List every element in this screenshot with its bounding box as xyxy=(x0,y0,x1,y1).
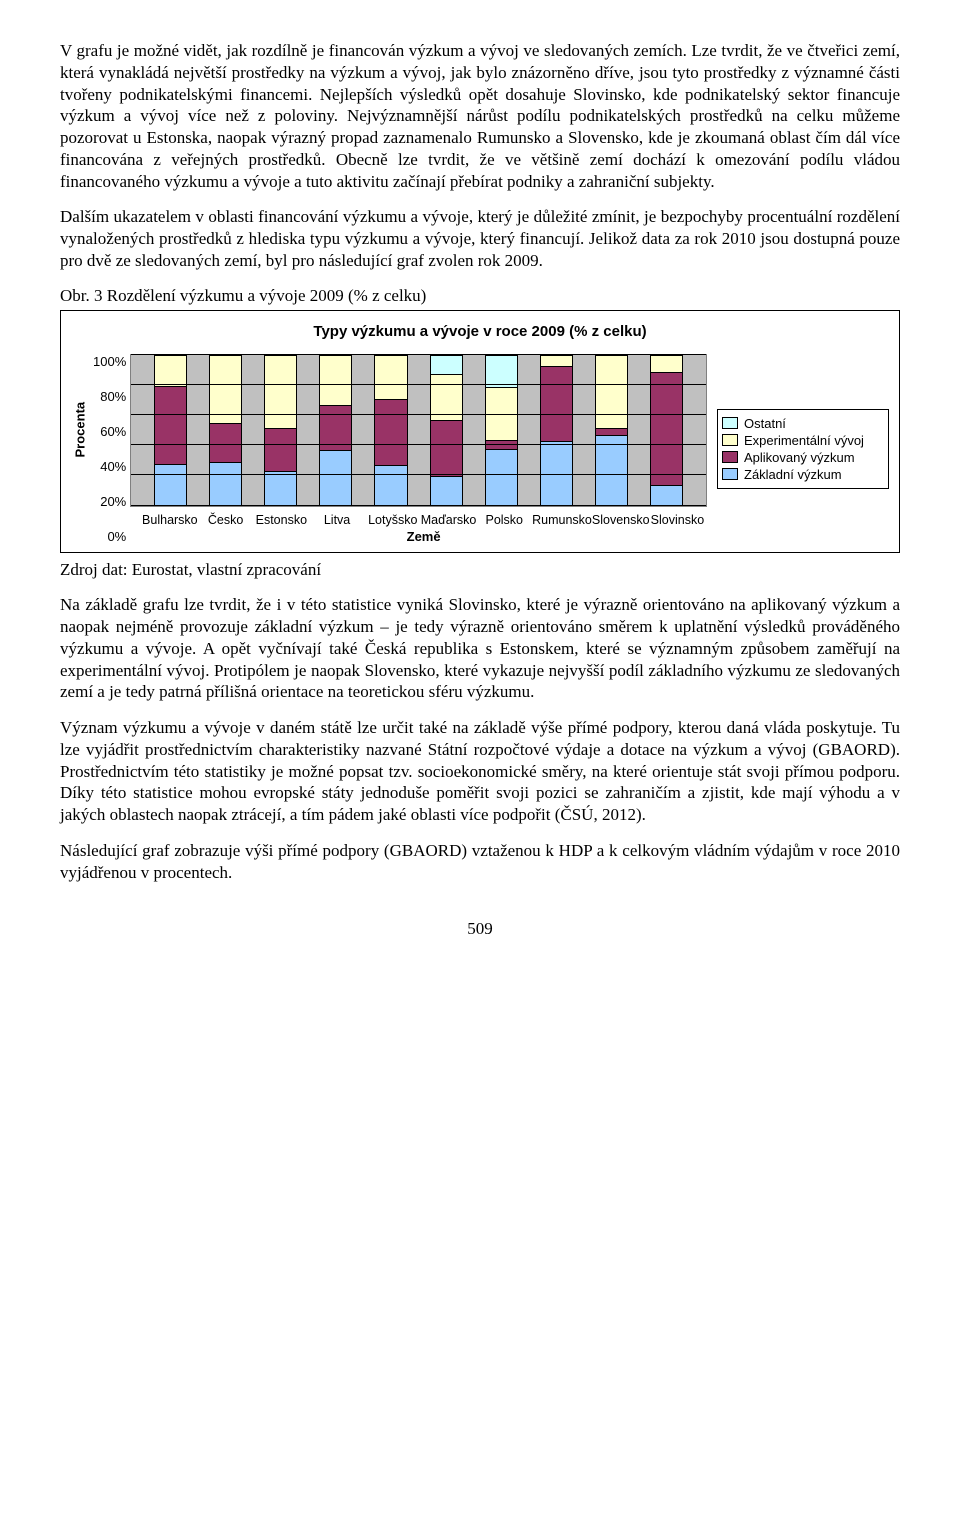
paragraph-2: Dalším ukazatelem v oblasti financování … xyxy=(60,206,900,271)
bar-segment xyxy=(210,423,241,462)
gridline xyxy=(131,505,706,506)
bar-segment xyxy=(651,356,682,373)
bar-segment xyxy=(155,386,186,464)
legend-swatch xyxy=(722,434,738,446)
bar-segment xyxy=(265,471,296,506)
y-tick: 0% xyxy=(93,529,126,544)
bar xyxy=(209,355,242,506)
x-tick: Polsko xyxy=(476,513,532,527)
y-axis-label: Procenta xyxy=(73,440,88,458)
bar-segment xyxy=(541,441,572,506)
bar-segment xyxy=(541,356,572,367)
bar xyxy=(485,355,518,506)
x-tick: Slovinsko xyxy=(650,513,706,527)
bar-segment xyxy=(320,356,351,406)
bar-segment xyxy=(541,366,572,441)
figure-label: Obr. 3 Rozdělení výzkumu a vývoje 2009 (… xyxy=(60,286,900,306)
bar xyxy=(430,355,463,506)
legend-label: Základní výzkum xyxy=(744,467,842,482)
x-tick: Maďarsko xyxy=(421,513,477,527)
y-tick: 20% xyxy=(93,494,126,509)
paragraph-5: Následující graf zobrazuje výši přímé po… xyxy=(60,840,900,884)
x-tick: Litva xyxy=(309,513,365,527)
legend-item: Experimentální vývoj xyxy=(722,433,882,448)
bar xyxy=(154,355,187,506)
legend-item: Základní výzkum xyxy=(722,467,882,482)
x-tick: Slovensko xyxy=(592,513,650,527)
bars-container xyxy=(131,355,706,506)
bar xyxy=(540,355,573,506)
bar-segment xyxy=(265,428,296,472)
legend-swatch xyxy=(722,417,738,429)
y-axis-ticks: 100% 80% 60% 40% 20% 0% xyxy=(93,354,130,544)
x-axis-label: Země xyxy=(130,529,717,544)
x-tick: Estonsko xyxy=(253,513,309,527)
bar-segment xyxy=(265,356,296,428)
bar xyxy=(319,355,352,506)
bar-segment xyxy=(596,356,627,428)
y-tick: 40% xyxy=(93,459,126,474)
y-tick: 80% xyxy=(93,389,126,404)
y-tick: 100% xyxy=(93,354,126,369)
bar xyxy=(650,355,683,506)
bar-segment xyxy=(651,372,682,485)
chart-title: Typy výzkumu a vývoje v roce 2009 (% z c… xyxy=(71,323,889,340)
bar-segment xyxy=(431,356,462,374)
gridline xyxy=(131,444,706,445)
x-axis-ticks: BulharskoČeskoEstonskoLitvaLotyšskoMaďar… xyxy=(130,511,717,527)
gridline xyxy=(131,474,706,475)
bar-segment xyxy=(431,420,462,476)
bar xyxy=(374,355,407,506)
legend-item: Ostatní xyxy=(722,416,882,431)
bar xyxy=(595,355,628,506)
legend-item: Aplikovaný výzkum xyxy=(722,450,882,465)
legend-swatch xyxy=(722,451,738,463)
y-tick: 60% xyxy=(93,424,126,439)
bar-segment xyxy=(210,356,241,424)
bar xyxy=(264,355,297,506)
legend-label: Ostatní xyxy=(744,416,786,431)
legend-label: Aplikovaný výzkum xyxy=(744,450,855,465)
bar-segment xyxy=(375,399,406,465)
x-tick: Česko xyxy=(198,513,254,527)
source-text: Zdroj dat: Eurostat, vlastní zpracování xyxy=(60,559,900,581)
legend-label: Experimentální vývoj xyxy=(744,433,864,448)
bar-segment xyxy=(431,476,462,506)
page-number: 509 xyxy=(60,919,900,939)
gridline xyxy=(131,384,706,385)
y-axis-label-wrap: Procenta xyxy=(71,354,93,544)
gridline xyxy=(131,354,706,355)
gridline xyxy=(131,414,706,415)
paragraph-3: Na základě grafu lze tvrdit, že i v této… xyxy=(60,594,900,703)
bar-segment xyxy=(320,450,351,506)
x-tick: Rumunsko xyxy=(532,513,592,527)
bar-segment xyxy=(486,449,517,506)
bar-segment xyxy=(596,435,627,506)
bar-segment xyxy=(375,465,406,506)
bar-segment xyxy=(486,356,517,388)
bar-segment xyxy=(210,462,241,506)
bar-segment xyxy=(651,485,682,506)
x-tick: Lotyšsko xyxy=(365,513,421,527)
legend: Ostatní Experimentální vývoj Aplikovaný vý… xyxy=(717,409,889,489)
bar-segment xyxy=(155,356,186,386)
legend-swatch xyxy=(722,468,738,480)
bar-segment xyxy=(596,428,627,436)
paragraph-4: Význam výzkumu a vývoje v daném státě lz… xyxy=(60,717,900,826)
plot-area xyxy=(130,354,707,507)
x-tick: Bulharsko xyxy=(142,513,198,527)
paragraph-1: V grafu je možné vidět, jak rozdílně je … xyxy=(60,40,900,192)
bar-segment xyxy=(155,464,186,506)
bar-segment xyxy=(375,356,406,400)
chart-container: Typy výzkumu a vývoje v roce 2009 (% z c… xyxy=(60,310,900,553)
